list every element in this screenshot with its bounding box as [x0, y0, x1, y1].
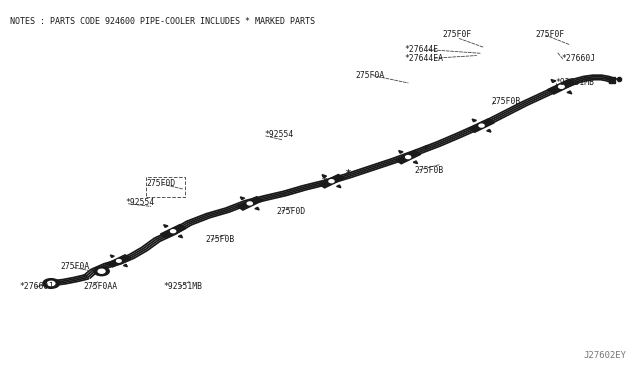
Circle shape [116, 260, 121, 262]
Circle shape [247, 202, 252, 205]
Polygon shape [551, 80, 556, 83]
Polygon shape [161, 224, 186, 238]
Text: *27660J: *27660J [20, 282, 54, 291]
Circle shape [479, 124, 484, 127]
Text: *27644EA: *27644EA [404, 54, 444, 62]
Text: 275F0D: 275F0D [276, 207, 306, 216]
Text: 275F0B: 275F0B [491, 97, 520, 106]
Text: *92551MB: *92551MB [164, 282, 202, 291]
Polygon shape [396, 150, 420, 164]
Text: 275F0B: 275F0B [205, 235, 234, 244]
Polygon shape [164, 225, 168, 227]
Text: 275F0F: 275F0F [536, 29, 565, 39]
Text: 275F0B: 275F0B [415, 166, 444, 174]
Circle shape [329, 180, 334, 183]
Text: J27602EY: J27602EY [584, 351, 627, 360]
Text: 275F0A: 275F0A [355, 71, 385, 80]
Text: *: * [346, 169, 351, 179]
Circle shape [559, 85, 564, 88]
Text: 275F0D: 275F0D [147, 179, 175, 187]
Polygon shape [108, 255, 130, 267]
Text: 275F0F: 275F0F [443, 29, 472, 39]
Polygon shape [413, 161, 417, 164]
Polygon shape [547, 79, 575, 94]
Polygon shape [486, 129, 491, 132]
Polygon shape [399, 151, 403, 153]
Polygon shape [322, 174, 326, 177]
Text: NOTES : PARTS CODE 924600 PIPE-COOLER INCLUDES * MARKED PARTS: NOTES : PARTS CODE 924600 PIPE-COOLER IN… [10, 17, 316, 26]
Polygon shape [255, 207, 259, 210]
Circle shape [98, 269, 105, 273]
Circle shape [47, 281, 55, 286]
Polygon shape [237, 197, 262, 210]
Text: *: * [322, 175, 327, 185]
Circle shape [171, 230, 175, 233]
Polygon shape [337, 185, 341, 188]
Text: *92554: *92554 [125, 198, 154, 207]
Polygon shape [178, 235, 182, 238]
Text: *: * [423, 145, 428, 155]
Circle shape [43, 279, 60, 288]
Circle shape [94, 267, 109, 276]
Polygon shape [110, 255, 115, 257]
Text: *27660J: *27660J [561, 54, 595, 63]
Text: *27644E: *27644E [404, 45, 438, 54]
Text: 275F0AA: 275F0AA [84, 282, 118, 291]
Polygon shape [319, 174, 344, 188]
Text: 275F0A: 275F0A [60, 262, 90, 271]
Polygon shape [567, 91, 572, 94]
Polygon shape [240, 197, 244, 200]
Polygon shape [124, 264, 127, 267]
Text: *92554: *92554 [264, 130, 294, 140]
Text: *92531MB: *92531MB [555, 78, 594, 87]
Polygon shape [472, 119, 476, 122]
Polygon shape [469, 119, 494, 132]
Circle shape [406, 155, 411, 158]
Bar [147, 177, 184, 197]
